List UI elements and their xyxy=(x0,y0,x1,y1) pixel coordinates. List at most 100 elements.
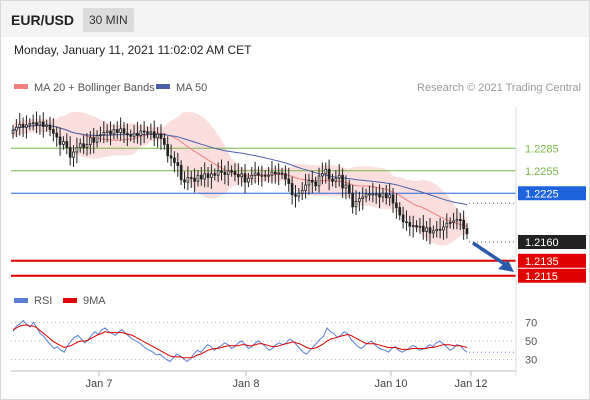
candle xyxy=(183,171,186,189)
candle-body xyxy=(38,121,42,126)
candle-body xyxy=(374,193,378,196)
candle-body xyxy=(384,192,388,199)
candle xyxy=(381,188,385,203)
candle xyxy=(415,220,418,233)
candle xyxy=(159,124,163,150)
candle-body xyxy=(89,137,92,145)
candle-body xyxy=(273,171,277,175)
candle-body xyxy=(179,165,183,181)
candle-body xyxy=(176,162,180,166)
candle-body xyxy=(337,174,341,179)
bollinger-band-fill xyxy=(13,111,467,246)
candle xyxy=(260,165,264,187)
candle-body xyxy=(247,177,250,183)
candle xyxy=(72,145,75,167)
candle xyxy=(75,137,79,164)
candle-body xyxy=(126,132,129,136)
candle-body xyxy=(223,171,227,175)
candle xyxy=(48,116,52,137)
candle xyxy=(368,185,371,201)
candle xyxy=(247,173,250,188)
candle-body xyxy=(458,219,462,221)
candle xyxy=(243,164,247,194)
candle-body xyxy=(236,174,240,178)
candle-body xyxy=(216,170,220,176)
candle-body xyxy=(105,130,109,133)
candle-body xyxy=(442,226,445,231)
candle-body xyxy=(109,130,112,135)
candle-body xyxy=(62,141,65,145)
candle-body xyxy=(210,173,213,178)
candle xyxy=(307,173,311,195)
candle-body xyxy=(186,177,190,183)
candle xyxy=(462,210,465,240)
candle-body xyxy=(260,174,264,177)
candle xyxy=(18,113,22,136)
candle-body xyxy=(58,136,62,145)
candle-body xyxy=(405,221,408,224)
candle-body xyxy=(250,174,254,179)
candle-body xyxy=(277,172,280,175)
rsi-ma-line xyxy=(12,324,468,359)
candle xyxy=(378,184,381,209)
candle xyxy=(321,162,324,185)
candle xyxy=(92,128,96,154)
candle-body xyxy=(284,173,287,180)
candle-body xyxy=(418,225,422,228)
candle xyxy=(284,165,287,186)
candle-body xyxy=(230,170,233,173)
level-label-0: 1.2285 xyxy=(525,143,559,155)
candle xyxy=(166,136,170,163)
candle-body xyxy=(364,193,368,198)
candle xyxy=(300,182,304,200)
candle xyxy=(152,120,156,146)
candle xyxy=(25,115,28,139)
candle-body xyxy=(119,128,122,133)
level-box-4 xyxy=(518,253,586,268)
candle-body xyxy=(391,194,395,204)
candle xyxy=(418,218,422,234)
candle xyxy=(398,202,402,221)
candle xyxy=(136,122,139,144)
candle-body xyxy=(448,222,452,224)
legend-label-rsi: RSI xyxy=(34,295,52,307)
candle-body xyxy=(68,147,72,158)
candle-body xyxy=(371,193,375,196)
candle xyxy=(109,121,112,146)
candle xyxy=(331,173,334,187)
candle xyxy=(179,160,183,185)
candle-body xyxy=(368,193,371,196)
candle-body xyxy=(401,214,405,223)
candle-body xyxy=(41,121,45,127)
candle-body xyxy=(263,174,267,177)
rsi-panel: 70 50 30 xyxy=(11,317,537,367)
candle xyxy=(142,121,146,143)
candle-body xyxy=(21,123,25,128)
candle-body xyxy=(294,194,297,197)
candle-body xyxy=(142,130,146,133)
rsi-tick-30: 30 xyxy=(525,355,537,367)
candle-body xyxy=(344,184,348,189)
candle-body xyxy=(15,126,18,131)
candle-body xyxy=(18,123,22,128)
candle xyxy=(364,188,368,203)
candle-body xyxy=(253,172,257,176)
legend-swatch-ma20 xyxy=(14,84,28,89)
candle xyxy=(250,167,254,185)
candle-body xyxy=(193,177,196,182)
candle xyxy=(253,161,257,184)
candle xyxy=(21,117,25,137)
candle xyxy=(334,170,338,188)
candle-body xyxy=(334,177,338,182)
candle xyxy=(11,125,15,139)
candle xyxy=(354,190,358,215)
candle xyxy=(344,175,348,200)
candle xyxy=(438,218,442,239)
candle-body xyxy=(226,170,230,175)
timeframe-badge[interactable]: 30 MIN xyxy=(83,8,134,32)
candle-body xyxy=(327,168,331,180)
credit-text: Research © 2021 Trading Central xyxy=(417,82,581,94)
candles-layer xyxy=(11,111,469,245)
legend-label-ma20: MA 20 + Bollinger Bands xyxy=(34,82,155,94)
